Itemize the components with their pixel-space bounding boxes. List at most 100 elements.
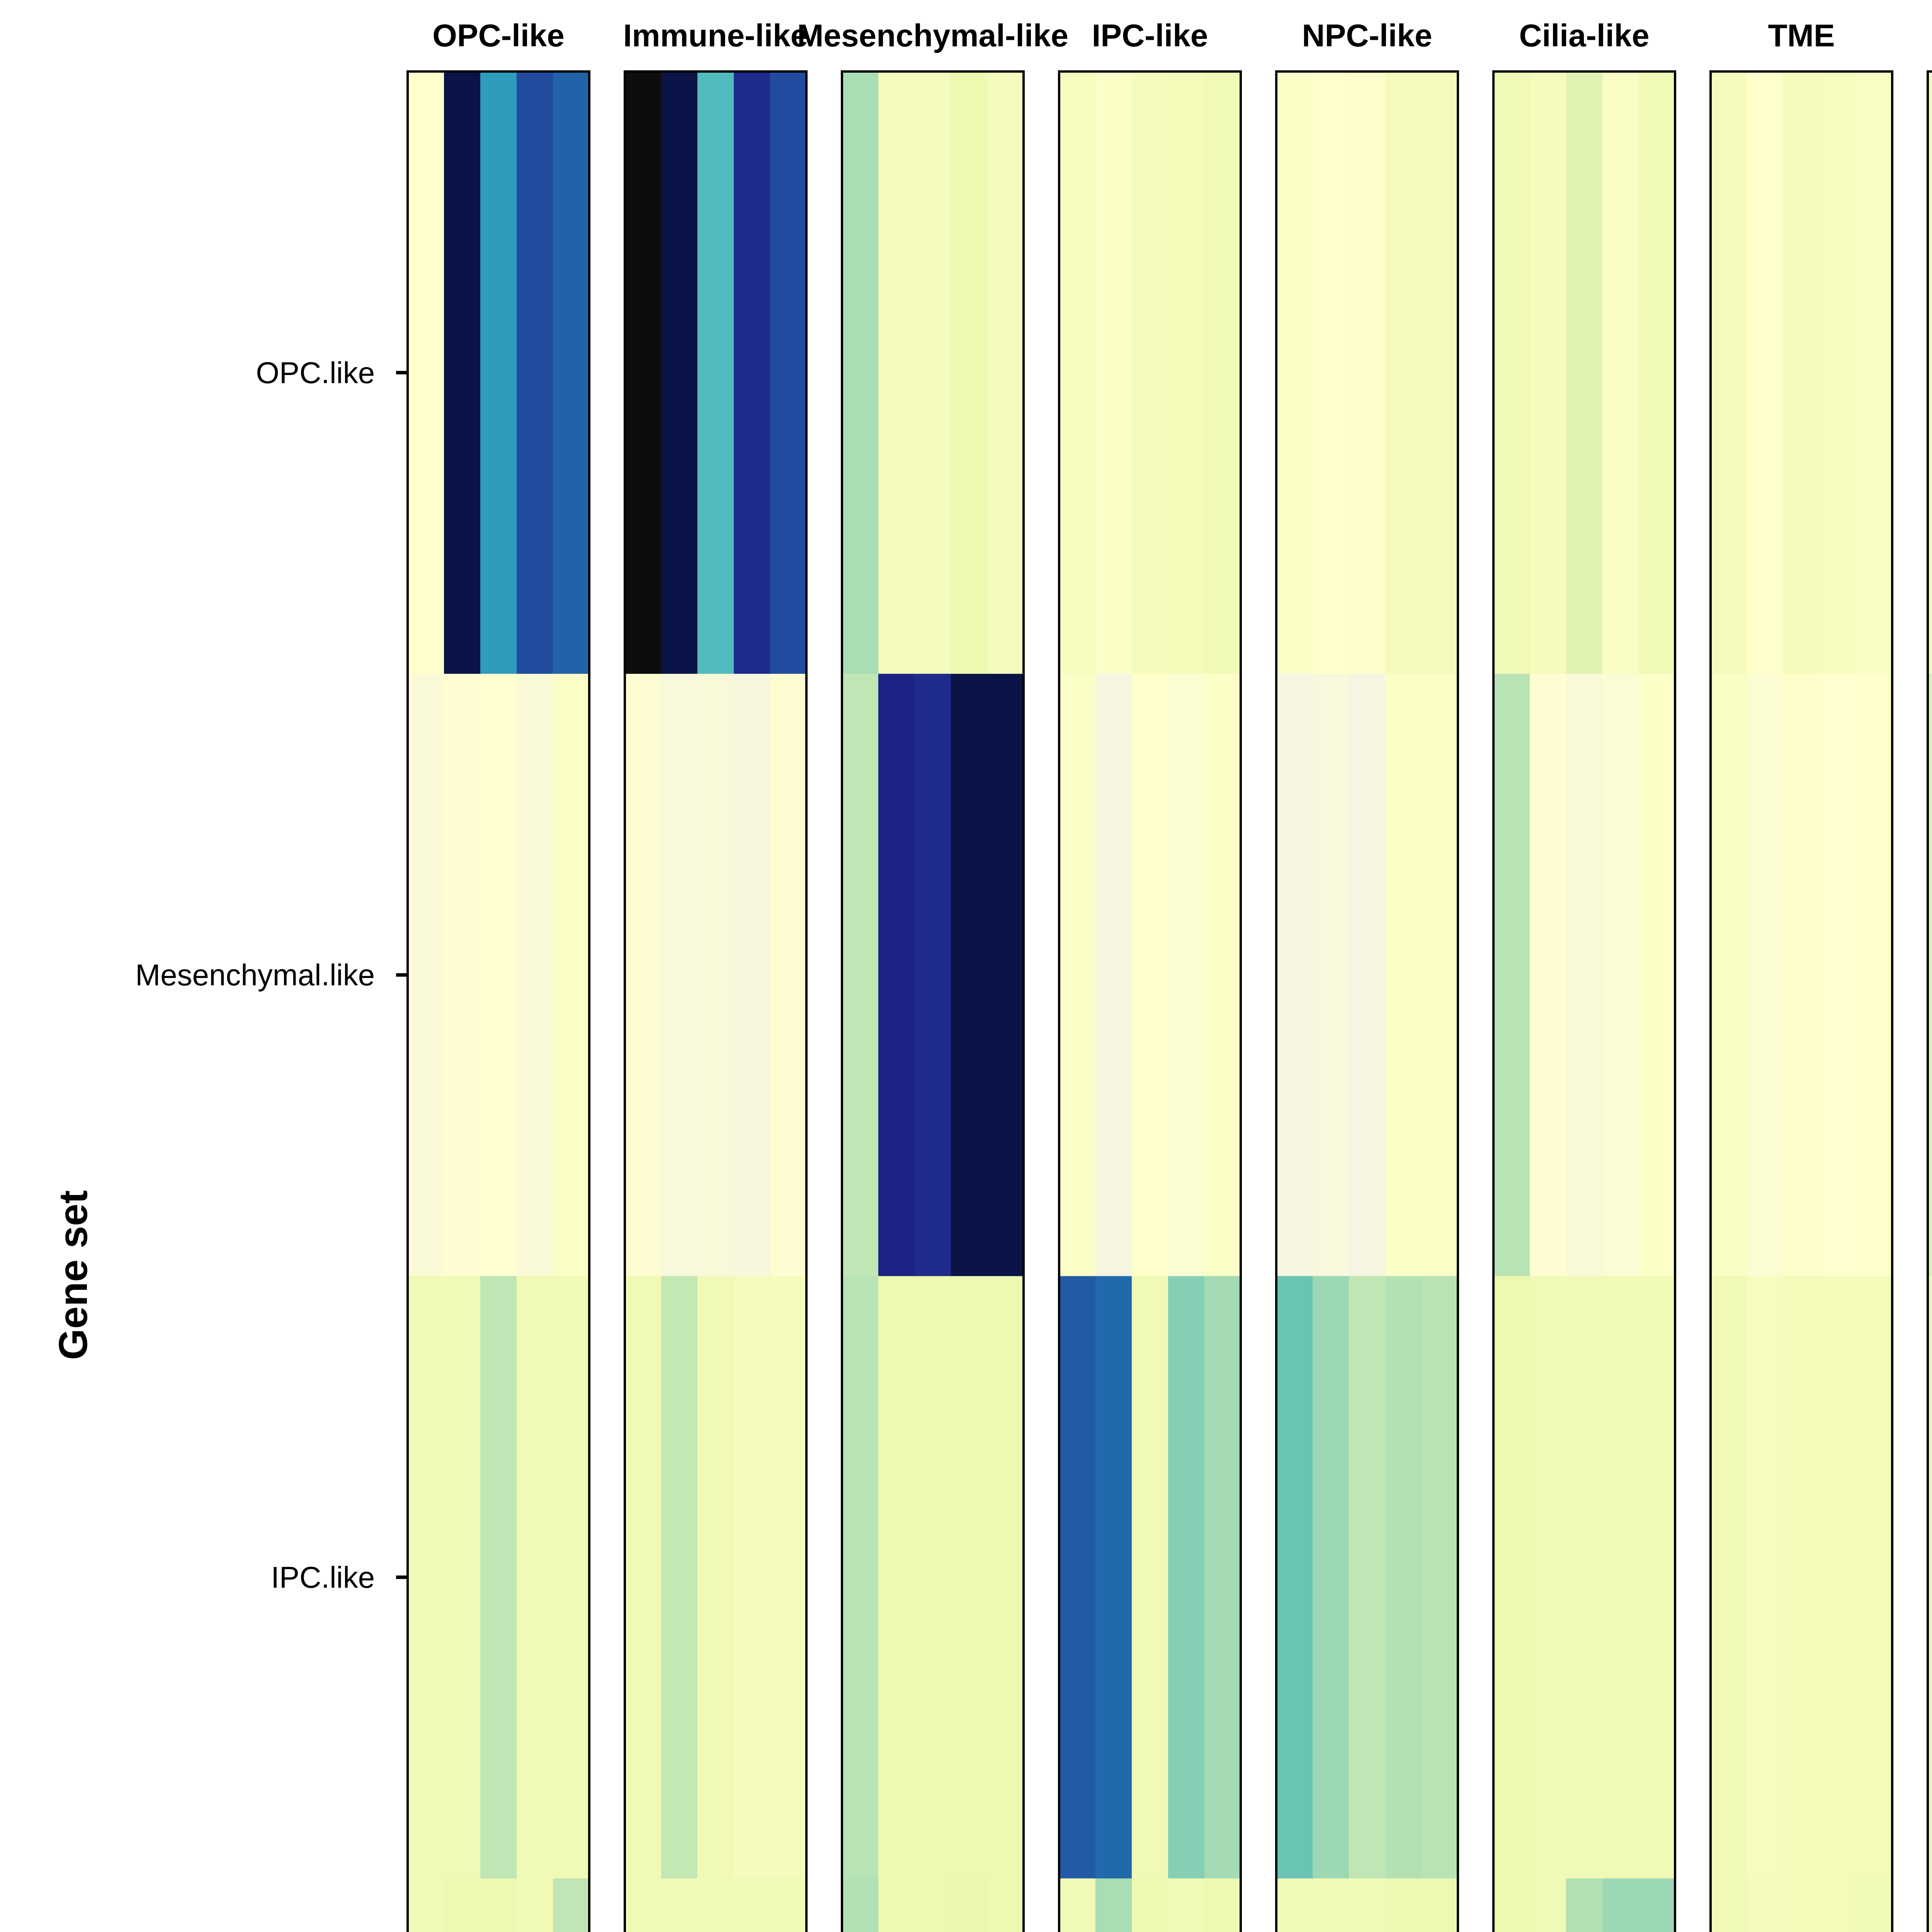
heatmap-cell [661,1878,698,1932]
heatmap-cell [1820,1276,1856,1879]
heatmap-cell [1493,673,1530,1277]
y-tick-label: OPC.like [256,355,375,389]
facet-panel: IPC-like [1058,18,1242,1932]
heatmap-cell [770,1276,807,1879]
heatmap-cell [1530,673,1566,1277]
heatmap-cell [1313,1878,1349,1932]
heatmap-cell [1602,673,1639,1277]
heatmap-cell [1856,71,1893,674]
heatmap-cell [1928,673,1932,1277]
heatmap-cell [1747,1276,1784,1879]
heatmap-cell [1168,673,1205,1277]
heatmap-cell [1204,1276,1241,1879]
heatmap-cell [1349,1878,1386,1932]
heatmap-cell [1856,1878,1893,1932]
heatmap-cell [1856,1276,1893,1879]
heatmap-cell [1820,673,1856,1277]
heatmap-cell [878,673,915,1277]
heatmap-cell [1059,1878,1096,1932]
heatmap-cell [625,1878,662,1932]
heatmap-cell [1928,1878,1932,1932]
heatmap-cell [1204,1878,1241,1932]
heatmap-cell [1928,71,1932,674]
heatmap-cell [1276,673,1313,1277]
heatmap-cell [553,71,590,674]
heatmap-cell [1783,1276,1820,1879]
heatmap-cell [734,1276,770,1879]
heatmap-cell [553,1878,590,1932]
heatmap-cell [625,1276,662,1879]
heatmap-cell [1820,71,1856,674]
heatmap-cell [1566,1276,1603,1879]
heatmap-cell [987,1878,1024,1932]
heatmap-cell [734,1878,770,1932]
heatmap-cell [444,71,481,674]
heatmap-cell [480,1276,517,1879]
heatmap-cell [480,1878,517,1932]
facet-panel: Immune-like [623,18,808,1932]
heatmap-cell [1747,1878,1784,1932]
heatmap-cell [842,1878,879,1932]
heatmap-cell [661,71,698,674]
heatmap-cell [878,71,915,674]
heatmap-cell [951,1878,988,1932]
heatmap-cell [1313,673,1349,1277]
heatmap-cell [1349,71,1386,674]
heatmap-cell [1566,71,1603,674]
heatmap-cell [1059,673,1096,1277]
facet-panel: OPC-like [406,18,590,1932]
heatmap-cell [1602,71,1639,674]
heatmap-cell [987,1276,1024,1879]
heatmap-cell [1783,673,1820,1277]
heatmap-cell [1856,673,1893,1277]
heatmap-cell [770,673,807,1277]
heatmap-cell [1530,1276,1566,1879]
heatmap-cell [1059,71,1096,674]
panel-border [1275,70,1459,1932]
heatmap-cell [1095,1878,1132,1932]
heatmap-cell [1711,673,1747,1277]
heatmap-cell [697,1276,734,1879]
heatmap-cell [625,71,662,674]
facet-strip-label: Cilia-like [1519,18,1649,53]
heatmap-cell [1059,1276,1096,1879]
heatmap-cell [1095,71,1132,674]
panel-border [624,70,808,1932]
heatmap-cell [1639,1878,1675,1932]
facet-panel: CP-like [1927,70,1932,1932]
facet-strip-label: NPC-like [1302,18,1432,53]
heatmap-cell [1747,71,1784,674]
heatmap-cell [1095,1276,1132,1879]
facet-strip-label: Mesenchymal-like [797,18,1068,53]
heatmap-cell [408,1878,444,1932]
facet-strip-label: OPC-like [432,18,565,53]
heatmap-cell [1493,1878,1530,1932]
heatmap-cell [1783,1878,1820,1932]
heatmap-cell [697,71,734,674]
heatmap-cell [915,1878,951,1932]
heatmap-cell [661,673,698,1277]
heatmap-cell [1132,673,1168,1277]
panel-border [1709,70,1893,1932]
facet-strip-label: TME [1768,18,1835,53]
facet-panel: Mesenchymal-like [797,18,1068,1932]
heatmap-cell [444,1276,481,1879]
heatmap-cell [1349,1276,1386,1879]
heatmap-cell [517,71,553,674]
heatmap-cell [1385,1276,1422,1879]
heatmap-cell [770,1878,807,1932]
heatmap-cell [1711,1878,1747,1932]
panel-border [841,70,1025,1932]
heatmap-cell [915,71,951,674]
heatmap-cell [987,71,1024,674]
heatmap-cell [1530,1878,1566,1932]
heatmap-cell [842,673,879,1277]
y-axis-title: Gene set [51,1190,96,1360]
heatmap-cell [915,673,951,1277]
heatmap-cell [517,1276,553,1879]
heatmap-cell [1385,673,1422,1277]
heatmap-cell [1747,673,1784,1277]
heatmap-cell [1639,673,1675,1277]
heatmap-cell [915,1276,951,1879]
y-tick-label: IPC.like [271,1560,375,1594]
